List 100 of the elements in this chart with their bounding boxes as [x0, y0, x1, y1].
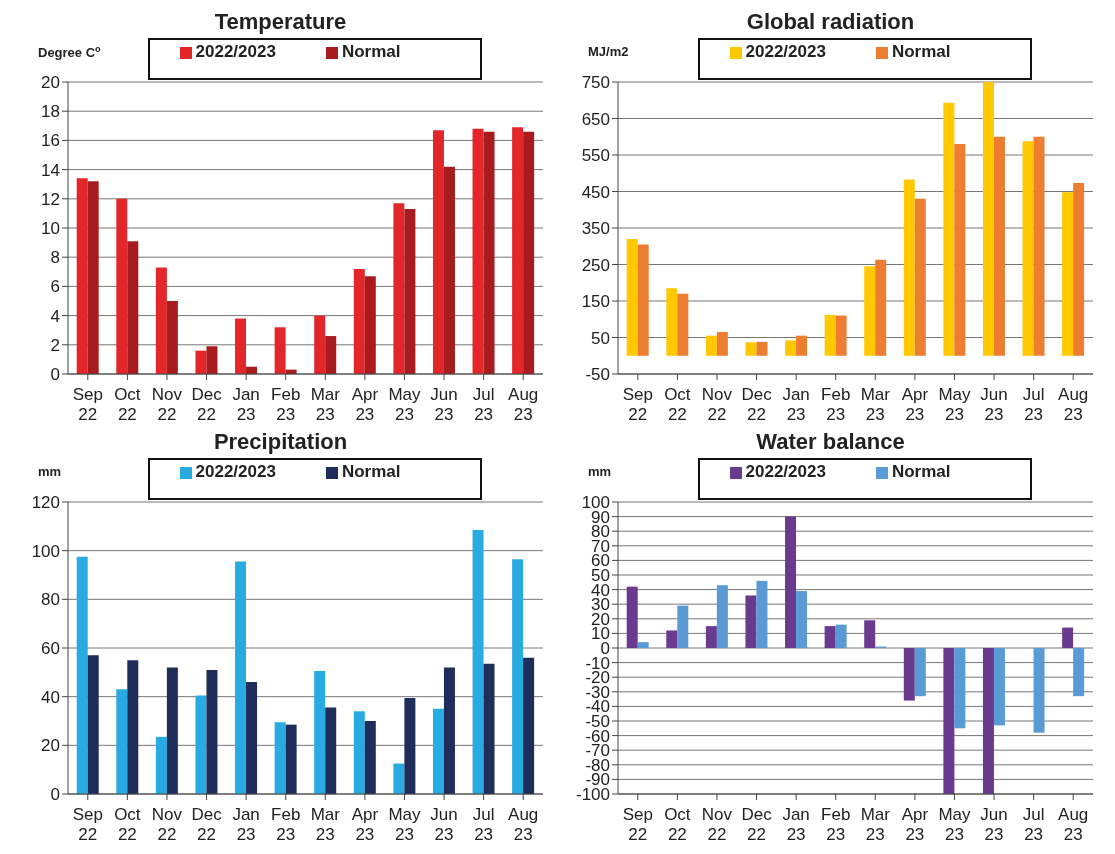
y-tick-label: 18 — [41, 102, 60, 122]
bar — [756, 341, 768, 356]
bar — [626, 238, 638, 356]
bar — [637, 244, 649, 356]
bar — [993, 648, 1005, 726]
bar — [274, 722, 286, 794]
bar — [353, 711, 365, 794]
bar — [864, 620, 876, 648]
x-tick-label: Feb 23 — [271, 805, 301, 844]
y-tick-label: 20 — [41, 736, 60, 756]
bar — [87, 655, 99, 794]
chart-title: Water balance — [755, 428, 906, 456]
bar — [626, 586, 638, 648]
bar — [1022, 141, 1034, 356]
x-tick-label: Aug 23 — [508, 805, 539, 844]
bar — [903, 648, 915, 701]
bar — [206, 346, 218, 374]
bar — [835, 315, 847, 356]
x-tick-label: Apr 23 — [901, 805, 929, 844]
chart-title: Temperature — [213, 8, 348, 36]
x-tick-label: Sep 22 — [622, 805, 653, 844]
bar — [512, 559, 524, 794]
bar — [943, 102, 955, 356]
bar — [864, 266, 876, 356]
bar — [285, 724, 297, 794]
bar — [116, 198, 128, 374]
y-tick-label: 14 — [41, 160, 60, 180]
bar — [274, 327, 286, 374]
x-tick-label: May 23 — [388, 385, 422, 424]
bar — [875, 259, 887, 356]
bar — [1062, 627, 1074, 648]
bar — [943, 648, 955, 794]
x-tick-label: Oct 22 — [114, 805, 141, 844]
bar — [314, 315, 326, 374]
legend-label: 2022/2023 — [195, 42, 276, 61]
bar — [206, 669, 218, 794]
bar — [512, 127, 524, 374]
bar — [835, 624, 847, 648]
x-tick-label: Nov 22 — [151, 385, 183, 424]
bar — [523, 131, 535, 374]
y-axis-title: mm — [38, 464, 62, 479]
y-tick-label: 0 — [50, 365, 60, 385]
bar — [1033, 648, 1045, 733]
bar — [235, 561, 247, 794]
x-tick-label: Dec 22 — [191, 385, 223, 424]
x-tick-label: Aug 23 — [1058, 805, 1089, 844]
legend-label: Normal — [891, 462, 951, 481]
bar — [954, 648, 966, 729]
bar — [314, 671, 326, 794]
bar — [325, 336, 337, 374]
bar — [745, 342, 757, 356]
y-tick-label: 60 — [41, 639, 60, 659]
x-tick-label: Dec 22 — [191, 805, 223, 844]
bar — [353, 268, 365, 374]
x-tick-label: Jul 23 — [472, 385, 495, 424]
y-tick-label: -100 — [575, 785, 610, 805]
bar — [824, 626, 836, 648]
bar — [195, 350, 207, 374]
bar — [796, 591, 808, 648]
y-tick-label: 20 — [41, 73, 60, 93]
y-axis-title: mm — [588, 464, 612, 479]
x-tick-label: Aug 23 — [1058, 385, 1089, 424]
bar — [155, 267, 167, 374]
x-tick-label: Oct 22 — [664, 805, 691, 844]
x-tick-label: Jun 23 — [430, 805, 458, 844]
x-tick-label: May 23 — [388, 805, 422, 844]
y-axis-title: MJ/m2 — [588, 44, 629, 59]
bar — [443, 667, 455, 794]
bar — [483, 131, 495, 374]
bar — [796, 335, 808, 356]
chart-title: Global radiation — [745, 8, 916, 36]
x-tick-label: Feb 23 — [821, 805, 851, 844]
bar — [404, 697, 416, 794]
legend-label: Normal — [341, 42, 401, 61]
y-tick-label: 450 — [581, 182, 610, 202]
legend-label: 2022/2023 — [745, 462, 826, 481]
y-tick-label: 50 — [591, 328, 610, 348]
x-tick-label: May 23 — [938, 805, 972, 844]
y-tick-label: 350 — [581, 219, 610, 239]
y-axis-title: Degree C$^{o}$ — [38, 44, 101, 61]
y-tick-label: 550 — [581, 146, 610, 166]
bar — [483, 663, 495, 794]
bar — [195, 695, 207, 794]
bar — [127, 660, 139, 794]
bar — [166, 301, 178, 374]
bar — [325, 707, 337, 794]
y-tick-label: 100 — [31, 541, 60, 561]
bar — [982, 82, 994, 356]
x-tick-label: Jan 23 — [782, 805, 810, 844]
y-tick-label: 0 — [50, 785, 60, 805]
x-tick-label: Apr 23 — [351, 805, 379, 844]
x-tick-label: Jul 23 — [1022, 385, 1045, 424]
x-tick-label: Jan 23 — [232, 385, 260, 424]
bar — [756, 580, 768, 648]
x-tick-label: Oct 22 — [114, 385, 141, 424]
bar — [155, 736, 167, 794]
y-tick-label: 250 — [581, 255, 610, 275]
bar — [1073, 648, 1085, 697]
x-tick-label: Oct 22 — [664, 385, 691, 424]
y-tick-label: 650 — [581, 109, 610, 129]
